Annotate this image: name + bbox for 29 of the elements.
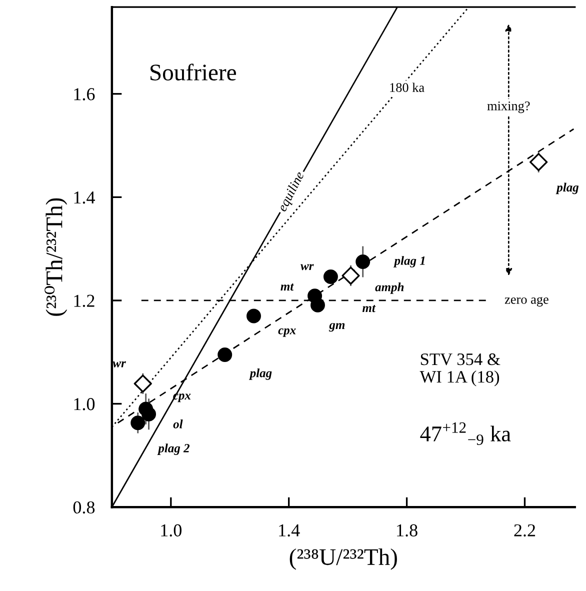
y-tick-label: 1.0 [74,398,95,410]
x-tick-label: 1.8 [397,524,418,537]
annotation: plag [556,182,579,194]
annotation: plag 2 [157,444,190,455]
x-tick-label: 2.2 [514,524,536,537]
annotation: mt [362,304,376,312]
annotation: 180 ka [390,82,424,92]
y-tick-label: 1.6 [74,88,95,100]
annotation: plag [248,368,272,380]
annotation: cpx [278,328,296,337]
annotation: 47$^{+12}$$_{−9}$ ka [420,422,511,446]
annotation: Soufriere [150,64,236,80]
x-tick-label: 1.0 [161,524,182,537]
annotation: mt [280,283,294,291]
annotation: wr [112,361,126,368]
y-tick-label: 1.2 [74,294,94,307]
annotation: gm [328,323,345,332]
y-tick-label: 0.8 [73,501,95,514]
x-axis-title: (²³⁸U/²³²Th) [290,548,397,570]
y-tick-label: 1.4 [74,192,95,204]
x-tick-label: 1.4 [279,524,300,537]
annotation: plag 1 [393,256,425,268]
y-axis-title: (²³⁰Th/²³²Th) [44,198,68,316]
annotation: ol [173,420,183,428]
annotation: mixing? [487,101,530,114]
annotation: STV 354 & WI 1A (18) [420,353,500,386]
annotation: zero age [504,296,548,307]
annotation: wr [300,264,314,270]
annotation: amph [375,282,404,294]
